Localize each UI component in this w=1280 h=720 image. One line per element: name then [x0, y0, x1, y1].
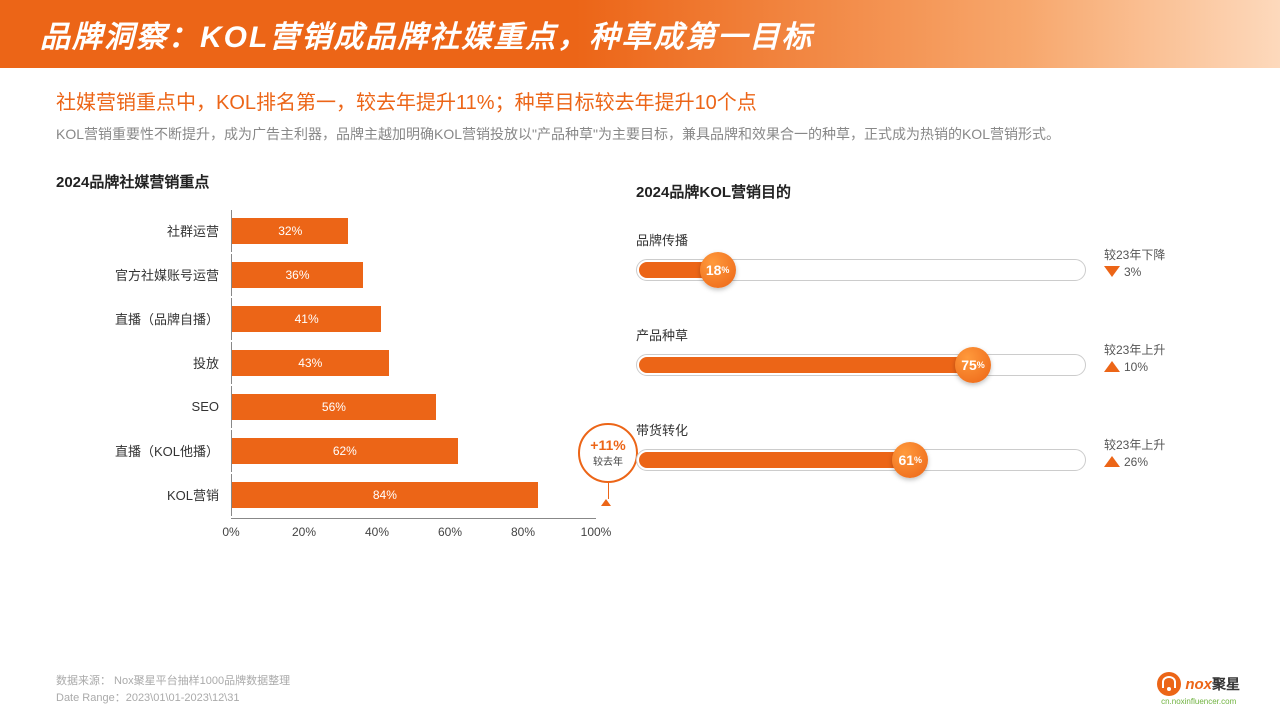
goal-label: 带货转化 [636, 420, 1086, 439]
slider-fill [639, 357, 975, 373]
callout-pct: +11% [590, 437, 625, 453]
description: KOL营销重要性不断提升，成为广告主利器，品牌主越加明确KOL营销投放以"产品种… [56, 123, 1224, 147]
bar-label: KOL营销 [56, 485, 231, 504]
header-bar: 品牌洞察：KOL营销成品牌社媒重点，种草成第一目标 [0, 0, 1280, 68]
goal-row: 带货转化 61% 较23年上升 26% [636, 420, 1224, 471]
footer-date: Date Range：2023\01\01-2023\12\31 [56, 690, 290, 707]
bar-fill: 84% [232, 482, 538, 508]
bar-label: 直播（KOL他播） [56, 441, 231, 460]
goal-slider: 18% [636, 259, 1086, 281]
goal-row: 产品种草 75% 较23年上升 10% [636, 325, 1224, 376]
goal-row: 品牌传播 18% 较23年下降 3% [636, 230, 1224, 281]
goals-title: 2024品牌KOL营销目的 [636, 181, 1224, 202]
footer-source: 数据来源： Nox聚星平台抽样1000品牌数据整理 [56, 673, 290, 690]
goal-slider: 75% [636, 354, 1086, 376]
goal-label: 产品种草 [636, 325, 1086, 344]
arrow-down-icon [1104, 266, 1120, 277]
axis-tick: 60% [438, 525, 462, 539]
axis-tick: 100% [581, 525, 612, 539]
slider-knob: 75% [955, 347, 991, 383]
logo-text: nox聚星 [1185, 674, 1240, 694]
goal-delta: 较23年上升 10% [1104, 341, 1165, 376]
axis-tick: 0% [222, 525, 239, 539]
arrow-up-icon [1104, 456, 1120, 467]
logo-icon [1157, 672, 1181, 696]
bar-fill: 56% [232, 394, 436, 420]
callout-arrow-icon [601, 499, 611, 506]
bar-row: 官方社媒账号运营36% [56, 254, 596, 296]
logo: nox聚星 cn.noxinfluencer.com [1157, 672, 1240, 706]
bar-row: SEO56% [56, 386, 596, 428]
goal-delta: 较23年下降 3% [1104, 246, 1165, 281]
slider-knob: 18% [700, 252, 736, 288]
bar-label: 社群运营 [56, 221, 231, 240]
bar-label: 直播（品牌自播） [56, 309, 231, 328]
bar-row: KOL营销84% [56, 474, 596, 516]
bar-label: 投放 [56, 353, 231, 372]
content-area: 社媒营销重点中，KOL排名第一，较去年提升11%；种草目标较去年提升10个点 K… [0, 68, 1280, 546]
x-axis: 0%20%40%60%80%100% [231, 518, 596, 546]
charts-row: 2024品牌社媒营销重点 社群运营32%官方社媒账号运营36%直播（品牌自播）4… [56, 171, 1224, 546]
page-title: 品牌洞察：KOL营销成品牌社媒重点，种草成第一目标 [40, 12, 813, 56]
slider-fill [639, 452, 912, 468]
goal-slider: 61% [636, 449, 1086, 471]
axis-tick: 40% [365, 525, 389, 539]
bar-fill: 36% [232, 262, 363, 288]
bar-chart-title: 2024品牌社媒营销重点 [56, 171, 596, 192]
goals-chart: 2024品牌KOL营销目的 品牌传播 18% 较23年下降 3% 产品种草 75… [616, 171, 1224, 546]
goal-delta: 较23年上升 26% [1104, 436, 1165, 471]
bar-label: 官方社媒账号运营 [56, 265, 231, 284]
bar-fill: 62% [232, 438, 458, 464]
bar-chart: 2024品牌社媒营销重点 社群运营32%官方社媒账号运营36%直播（品牌自播）4… [56, 171, 596, 546]
bar-fill: 41% [232, 306, 381, 332]
bar-fill: 32% [232, 218, 348, 244]
axis-tick: 20% [292, 525, 316, 539]
bar-row: 投放43% [56, 342, 596, 384]
bar-fill: 43% [232, 350, 389, 376]
slider-knob: 61% [892, 442, 928, 478]
arrow-up-icon [1104, 361, 1120, 372]
axis-tick: 80% [511, 525, 535, 539]
bar-label: SEO [56, 399, 231, 414]
callout-sub: 较去年 [593, 453, 623, 468]
bar-row: 直播（KOL他播）62% [56, 430, 596, 472]
callout-bubble: +11% 较去年 [578, 423, 638, 483]
bar-row: 直播（品牌自播）41% [56, 298, 596, 340]
subtitle: 社媒营销重点中，KOL排名第一，较去年提升11%；种草目标较去年提升10个点 [56, 86, 1224, 115]
goal-label: 品牌传播 [636, 230, 1086, 249]
footer: 数据来源： Nox聚星平台抽样1000品牌数据整理 Date Range：202… [56, 673, 290, 706]
logo-url: cn.noxinfluencer.com [1161, 697, 1236, 706]
bar-row: 社群运营32% [56, 210, 596, 252]
